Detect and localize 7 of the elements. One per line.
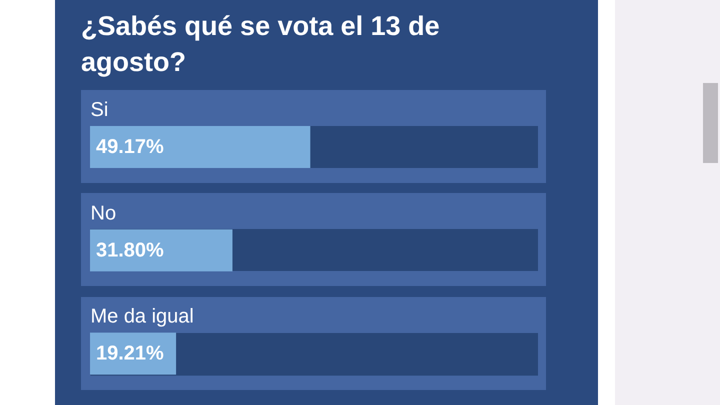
y-tick-label: Si — [90, 99, 108, 121]
data-label: 49.17% — [96, 136, 164, 158]
y-tick-label: Me da igual — [90, 306, 194, 328]
y-tick-label: No — [90, 202, 116, 224]
data-label: 31.80% — [96, 239, 164, 262]
chart-title: ¿Sabés qué se vota el 13 de agosto? — [81, 10, 441, 79]
data-label: 19.21% — [96, 342, 164, 365]
